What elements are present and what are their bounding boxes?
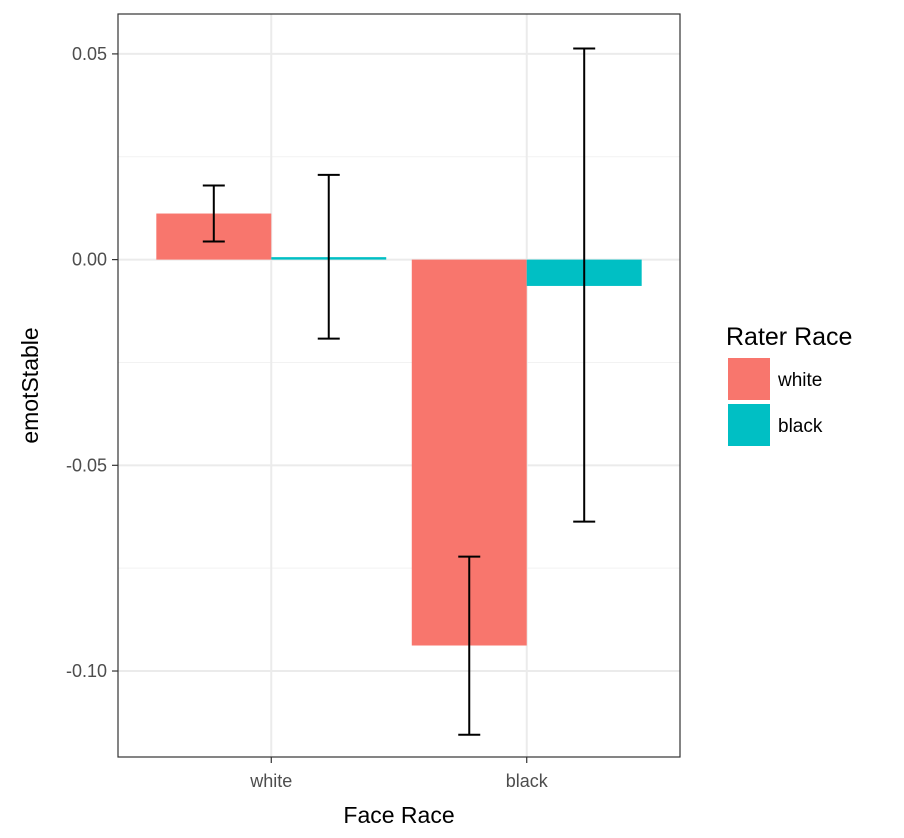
x-axis-title: Face Race <box>343 802 454 828</box>
x-tick-label: white <box>249 771 292 791</box>
grid-major-lines <box>118 14 680 757</box>
legend-swatch <box>728 404 770 446</box>
y-tick-label: -0.10 <box>66 661 107 681</box>
error-bar <box>317 173 340 340</box>
grid-minor-lines <box>118 156 680 569</box>
y-tick-label: -0.05 <box>66 455 107 475</box>
x-tick-label: black <box>506 771 549 791</box>
y-axis-title: emotStable <box>17 327 43 443</box>
legend-label: black <box>778 416 823 437</box>
legend-label: white <box>777 370 822 391</box>
legend-swatch <box>728 358 770 400</box>
panel-border <box>117 13 681 758</box>
legend: Rater Race white black <box>726 323 852 446</box>
y-tick-label: 0.05 <box>72 44 107 64</box>
y-axis: 0.05 0.00 -0.05 -0.10 <box>66 44 118 681</box>
x-axis: white black <box>249 757 549 791</box>
error-bar <box>573 47 596 523</box>
legend-title: Rater Race <box>726 323 852 351</box>
error-bar <box>458 555 481 736</box>
error-bars <box>202 47 596 736</box>
y-tick-label: 0.00 <box>72 250 107 270</box>
bars <box>156 213 642 646</box>
error-bar <box>202 184 225 243</box>
